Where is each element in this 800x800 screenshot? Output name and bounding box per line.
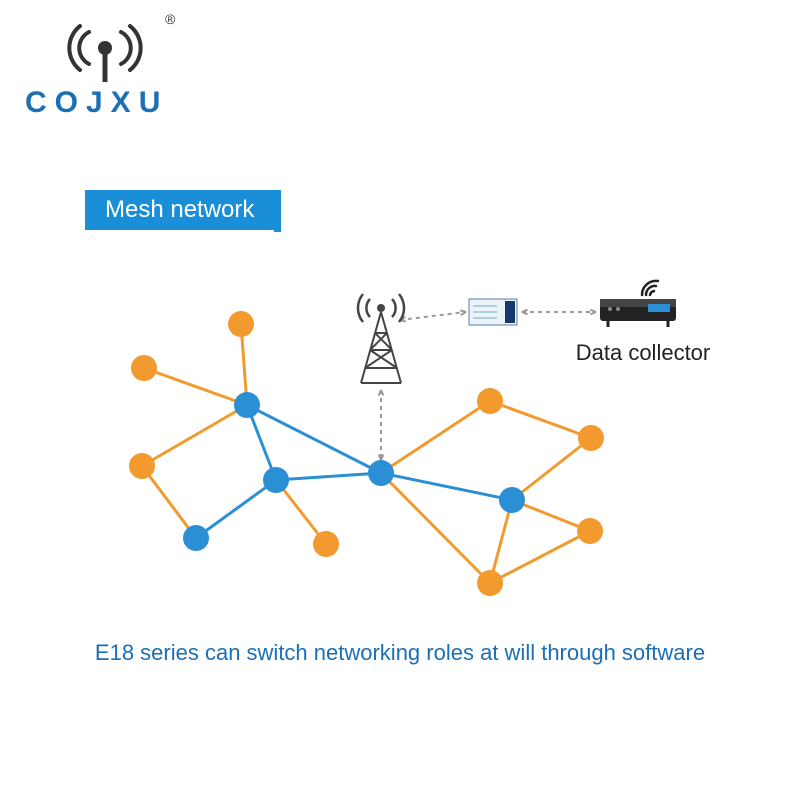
mesh-diagram: Data collector (0, 250, 800, 630)
network-svg: Data collector (0, 250, 800, 630)
footer-caption: E18 series can switch networking roles a… (0, 640, 800, 666)
antenna-icon: ® (25, 10, 145, 80)
brand-name: COJXU (25, 86, 168, 120)
title-accent (274, 190, 281, 232)
svg-text:®: ® (165, 11, 176, 27)
collector-label: Data collector (576, 340, 711, 365)
section-title: Mesh network (85, 190, 274, 230)
brand-logo: ® COJXU (25, 10, 168, 120)
